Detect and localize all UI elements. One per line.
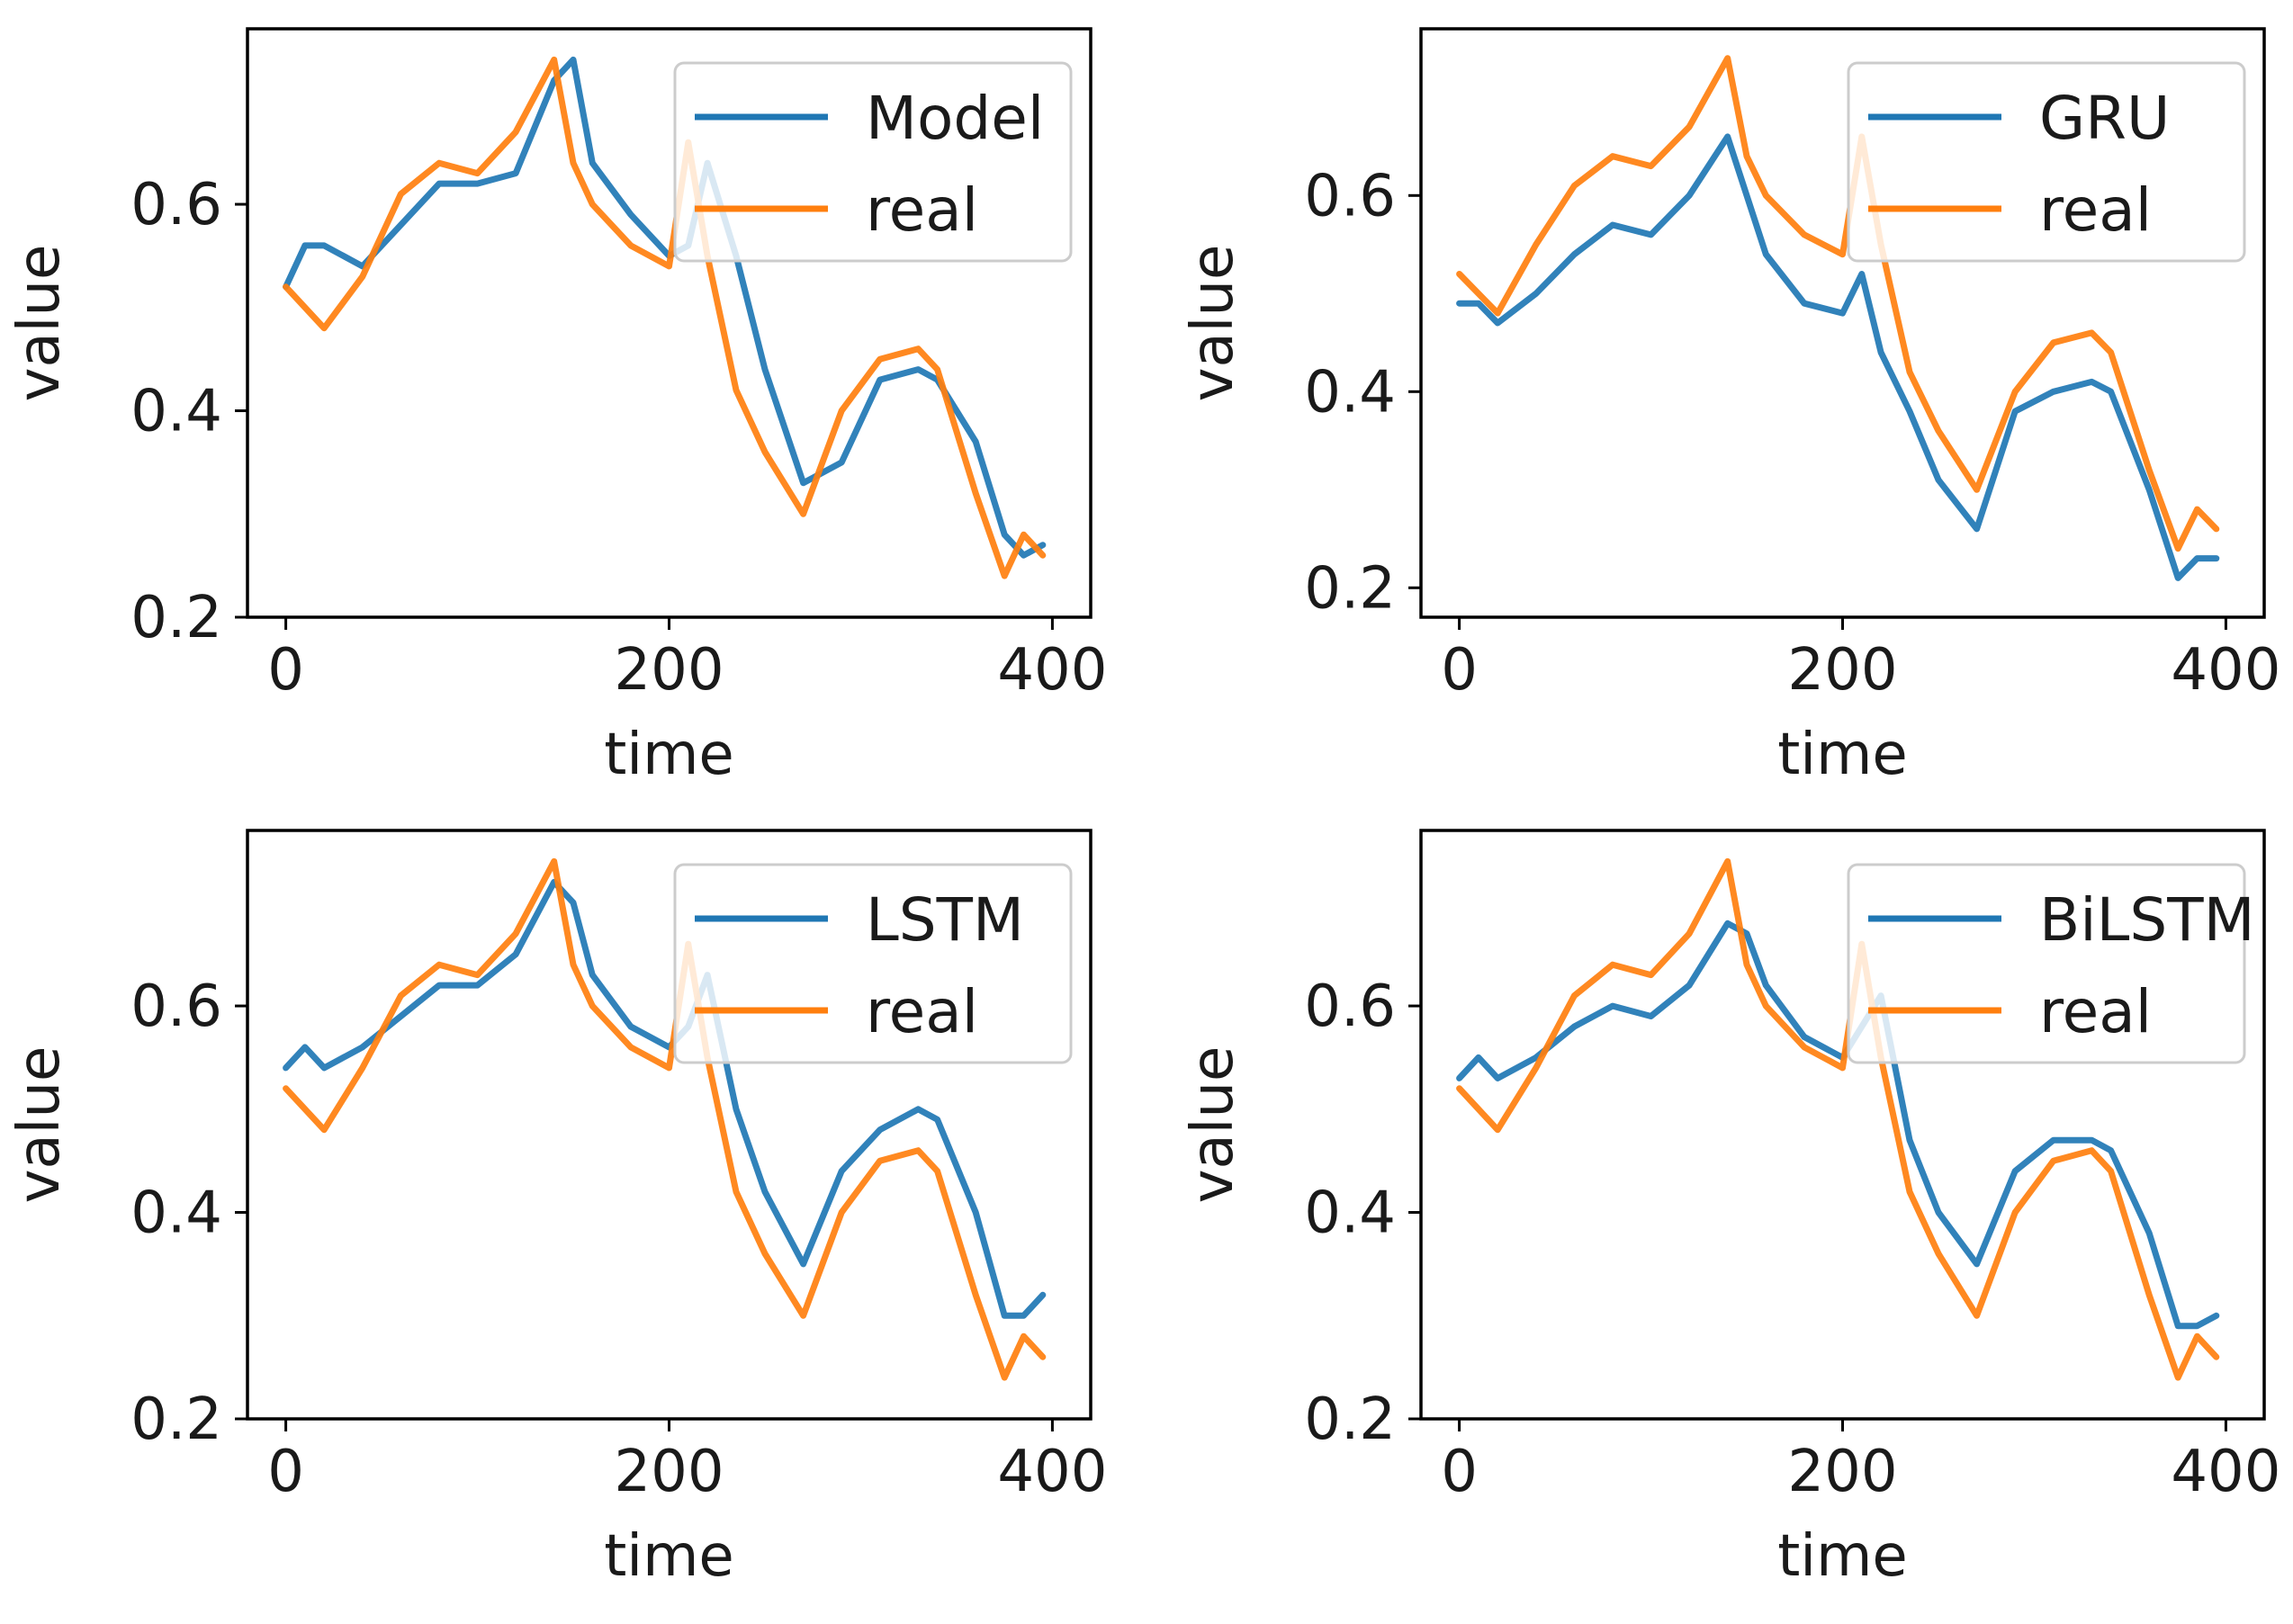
y-tick-label: 0.2 — [1304, 1386, 1396, 1453]
legend-label-real: real — [866, 175, 978, 245]
legend-label-lstm: LSTM — [866, 885, 1024, 955]
y-axis-label: value — [1180, 245, 1246, 402]
x-axis-label: time — [1777, 722, 1908, 788]
x-tick-label: 200 — [614, 1439, 724, 1505]
x-tick-label: 400 — [997, 1439, 1107, 1505]
y-tick-label: 0.6 — [130, 172, 222, 238]
y-tick-label: 0.2 — [130, 585, 222, 651]
series-line-gru — [1456, 133, 2220, 581]
y-tick-label: 0.4 — [1304, 1180, 1396, 1247]
x-axis-label: time — [1777, 1523, 1908, 1590]
x-tick-label: 400 — [997, 637, 1107, 704]
x-axis-label: time — [604, 1523, 734, 1590]
x-tick-label: 400 — [2171, 637, 2280, 704]
chart-panel-4: 0 200 400 0.2 0.4 0.6 time value BiLSTM real — [1180, 829, 2280, 1590]
x-tick-label: 200 — [614, 637, 724, 704]
legend-label-model: Model — [866, 84, 1044, 153]
x-tick-label: 200 — [1787, 637, 1897, 704]
x-tick-label: 0 — [1441, 1439, 1478, 1505]
y-tick-label: 0.6 — [130, 974, 222, 1040]
y-tick-label: 0.4 — [130, 379, 222, 445]
y-tick-label: 0.6 — [1304, 974, 1396, 1040]
legend-label-real: real — [866, 977, 978, 1046]
legend: GRU real — [1847, 61, 2246, 263]
x-tick-label: 400 — [2171, 1439, 2280, 1505]
x-tick-label: 0 — [267, 1439, 304, 1505]
y-tick-label: 0.6 — [1304, 163, 1396, 229]
legend-label-bilstm: BiLSTM — [2039, 885, 2255, 955]
legend: Model real — [673, 61, 1073, 263]
legend-label-real: real — [2039, 977, 2152, 1046]
legend-label-gru: GRU — [2039, 84, 2170, 153]
x-tick-label: 0 — [1441, 637, 1478, 704]
x-tick-label: 200 — [1787, 1439, 1897, 1505]
y-axis-label: value — [6, 1046, 73, 1204]
y-tick-label: 0.2 — [1304, 555, 1396, 622]
x-tick-label: 0 — [267, 637, 304, 704]
legend: BiLSTM real — [1847, 863, 2255, 1064]
legend-label-real: real — [2039, 175, 2152, 245]
y-tick-label: 0.4 — [130, 1180, 222, 1247]
y-tick-label: 0.2 — [130, 1386, 222, 1453]
y-axis-label: value — [6, 245, 73, 402]
chart-panel-1: 0 200 400 0.2 0.4 0.6 time value Model real — [6, 27, 1107, 788]
chart-panel-2: 0 200 400 0.2 0.4 0.6 time value GRU real — [1180, 27, 2280, 788]
legend: LSTM real — [673, 863, 1073, 1064]
y-tick-label: 0.4 — [1304, 359, 1396, 426]
x-axis-label: time — [604, 722, 734, 788]
chart-panel-3: 0 200 400 0.2 0.4 0.6 time value LSTM real — [6, 829, 1107, 1590]
y-axis-label: value — [1180, 1046, 1246, 1204]
